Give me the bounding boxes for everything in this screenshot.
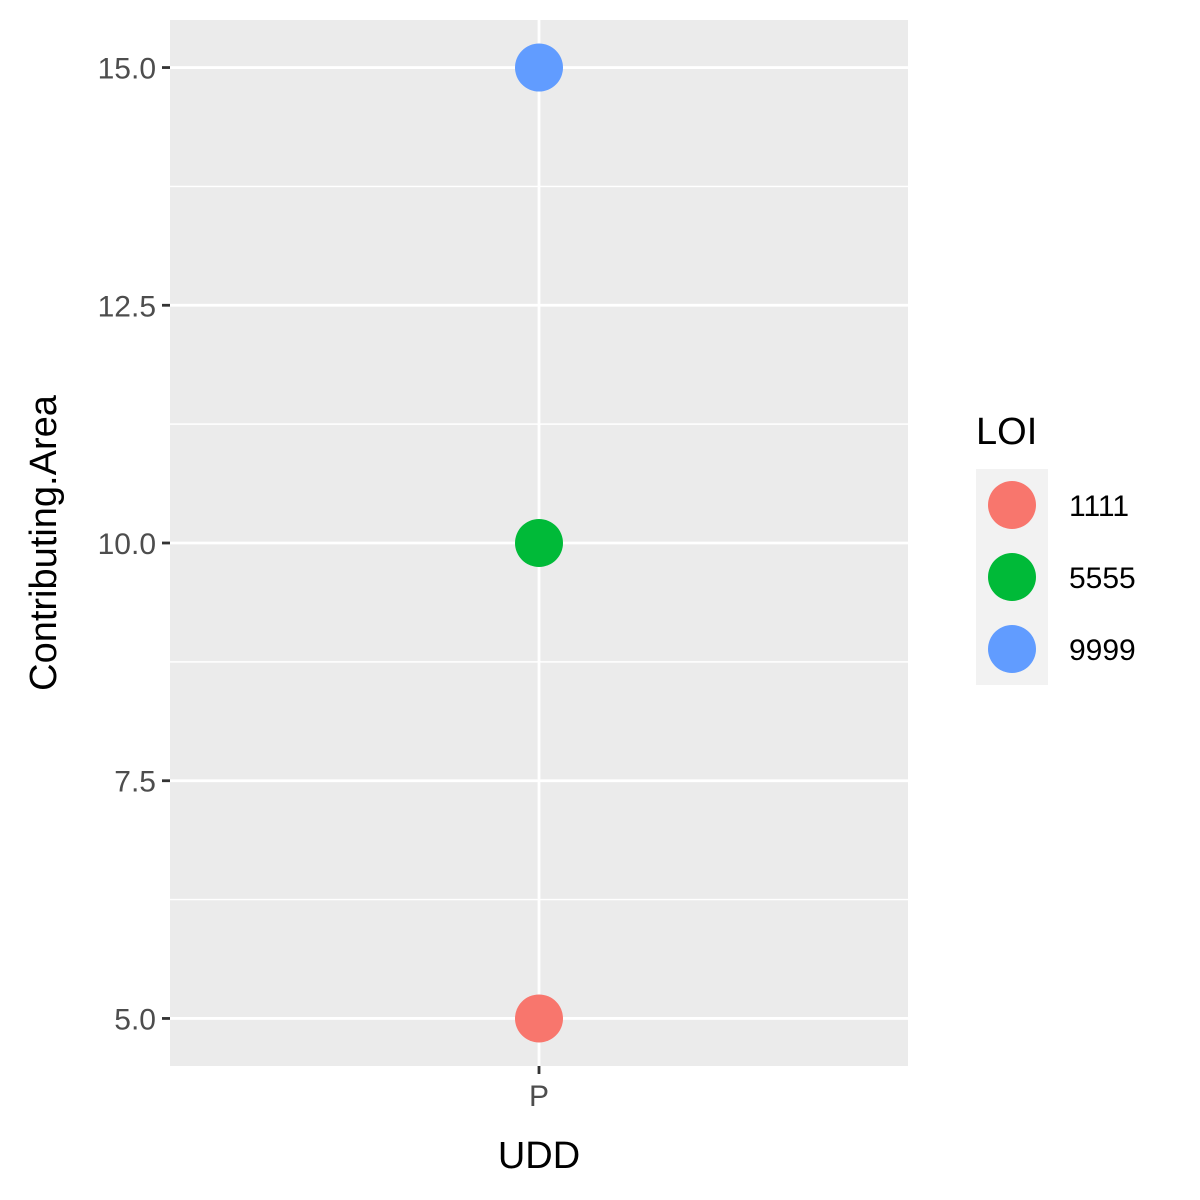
y-tick-label: 12.5: [98, 290, 156, 323]
x-axis-title: UDD: [498, 1135, 580, 1177]
y-tick-label: 15.0: [98, 53, 156, 86]
data-points: [515, 43, 563, 1043]
legend-key-1111: [988, 481, 1036, 529]
y-tick-label: 5.0: [114, 1003, 156, 1036]
y-axis-ticks: 5.0 7.5 10.0 12.5 15.0: [98, 53, 170, 1036]
legend-label: 1111: [1069, 490, 1129, 523]
data-point-9999: [515, 43, 563, 92]
data-point-5555: [515, 519, 563, 567]
legend-label: 9999: [1069, 634, 1136, 667]
legend-key-9999: [988, 625, 1036, 673]
x-axis-ticks: P: [529, 1066, 549, 1113]
legend-label: 5555: [1069, 562, 1136, 595]
y-axis-title: Contributing.Area: [23, 394, 65, 691]
legend-title: LOI: [976, 411, 1037, 453]
data-point-1111: [515, 994, 563, 1043]
legend: LOI 1111 5555 9999: [976, 411, 1136, 685]
y-tick-label: 7.5: [114, 766, 156, 799]
x-tick-label: P: [529, 1080, 549, 1113]
y-tick-label: 10.0: [98, 528, 156, 561]
legend-key-5555: [988, 553, 1036, 601]
